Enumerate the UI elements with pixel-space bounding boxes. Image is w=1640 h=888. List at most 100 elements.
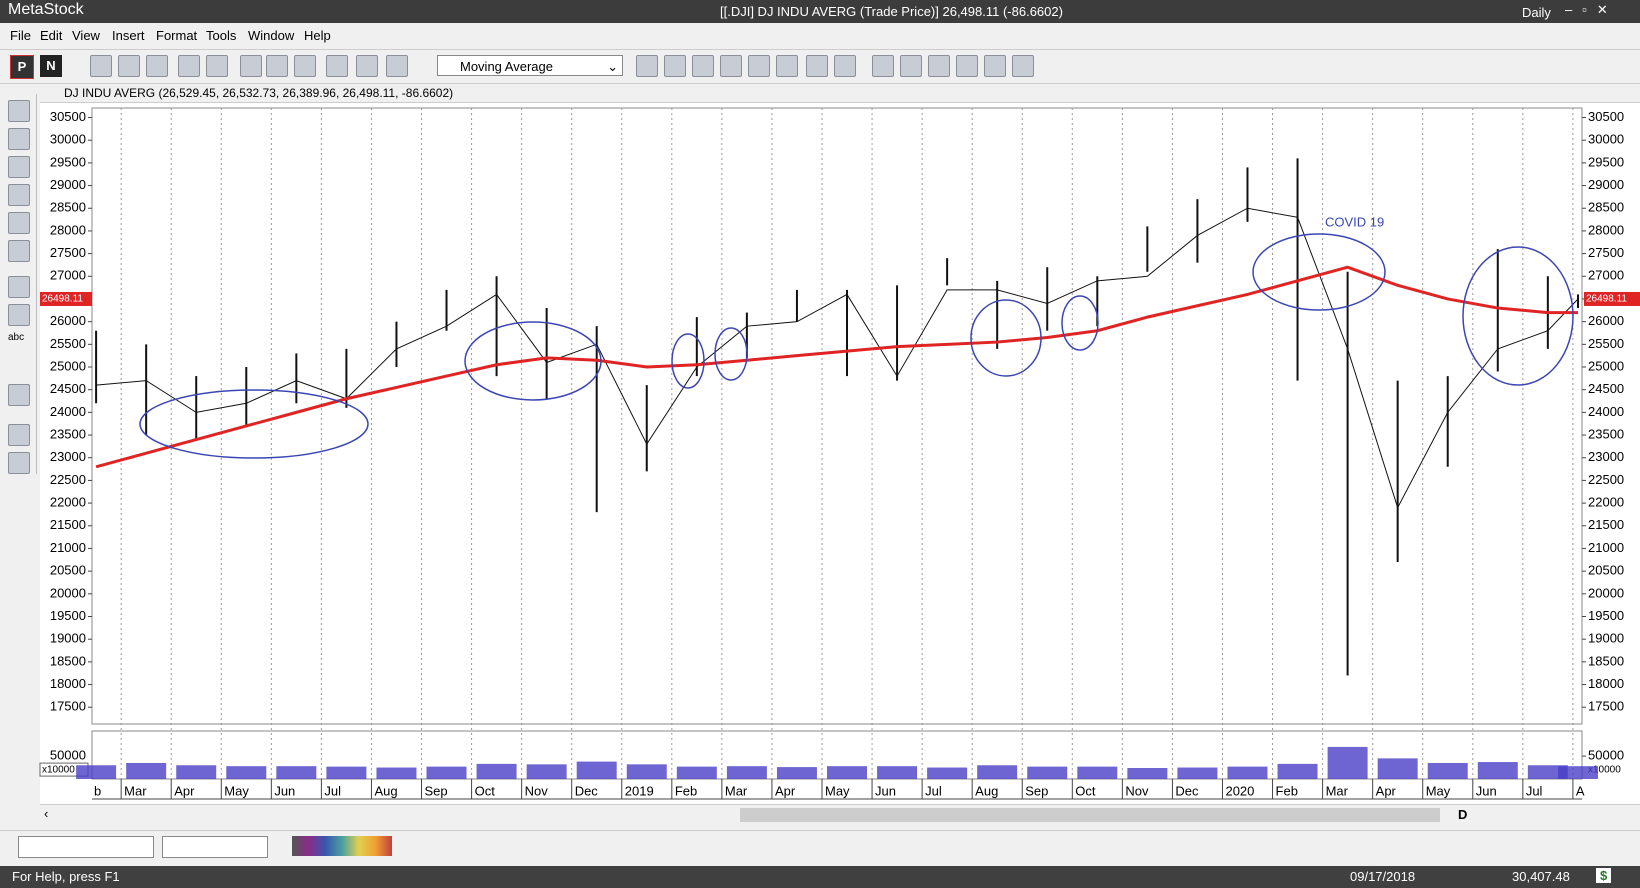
menu-item[interactable]: File (10, 28, 31, 43)
toolbar-icon[interactable] (146, 55, 168, 77)
tool-icon[interactable] (8, 240, 30, 262)
window-title: [[.DJI] DJ INDU AVERG (Trade Price)] 26,… (720, 4, 1063, 19)
toolbar-icon[interactable] (386, 55, 408, 77)
menu-item[interactable]: Insert (112, 28, 145, 43)
y-tick-label: 21000 (50, 540, 86, 555)
x-tick-label: Dec (1175, 783, 1199, 798)
tool-icon[interactable] (8, 100, 30, 122)
line-style-dropdown[interactable] (18, 836, 154, 858)
toolbar-icon[interactable] (776, 55, 798, 77)
y-tick-label: 22000 (1588, 495, 1624, 510)
y-tick-label: 18500 (50, 653, 86, 668)
scroll-thumb[interactable] (740, 808, 1440, 822)
x-tick-label: Nov (1125, 783, 1149, 798)
toolbar-icon[interactable] (928, 55, 950, 77)
chart-title: DJ INDU AVERG (26,529.45, 26,532.73, 26,… (64, 86, 454, 100)
volume-bar (426, 766, 467, 779)
button-n[interactable]: N (40, 55, 62, 77)
toolbar-icon[interactable] (206, 55, 228, 77)
tool-icon[interactable] (8, 384, 30, 406)
y-tick-label: 25000 (1588, 358, 1624, 373)
menu-item[interactable]: Format (156, 28, 198, 43)
y-tick-label: 22500 (1588, 472, 1624, 487)
x-tick-label: Sep (1025, 783, 1048, 798)
menu-item[interactable]: Window (248, 28, 295, 43)
x-tick-label: Aug (975, 783, 998, 798)
menu-item[interactable]: Tools (206, 28, 237, 43)
toolbar-icon[interactable] (720, 55, 742, 77)
toolbar-icon[interactable] (240, 55, 262, 77)
toolbar-icon[interactable] (664, 55, 686, 77)
tool-icon[interactable] (8, 452, 30, 474)
y-tick-label: 29500 (50, 154, 86, 169)
button-p[interactable]: P (10, 55, 34, 79)
y-tick-label: 19000 (1588, 631, 1624, 646)
tool-icon[interactable] (8, 128, 30, 150)
tool-icon[interactable] (8, 304, 30, 326)
menu-item[interactable]: Help (304, 28, 331, 43)
toolbar-icon[interactable] (748, 55, 770, 77)
annotation-ellipse (139, 389, 369, 459)
toolbar-icon[interactable] (834, 55, 856, 77)
x-tick-label: b (94, 783, 101, 798)
text-tool[interactable]: abc (8, 332, 25, 343)
toolbar-icon[interactable] (118, 55, 140, 77)
x-tick-label: A (1576, 783, 1585, 798)
toolbar-icon[interactable] (1012, 55, 1034, 77)
title-bar: MetaStock [[.DJI] DJ INDU AVERG (Trade P… (0, 0, 1640, 23)
tool-icon[interactable] (8, 212, 30, 234)
y-tick-label: 27000 (1588, 268, 1624, 283)
period-button[interactable]: D (1458, 807, 1468, 822)
indicator-dropdown[interactable]: Moving Average ⌄ (437, 55, 623, 76)
menu-item[interactable]: Edit (40, 28, 63, 43)
last-price-box (40, 291, 92, 306)
menu-item[interactable]: View (72, 28, 100, 43)
tool-icon[interactable] (8, 276, 30, 298)
status-value: 30,407.48 (1512, 869, 1570, 884)
volume-bar (1177, 767, 1218, 779)
x-tick-label: May (224, 783, 249, 798)
window-controls[interactable]: –▫✕ (1565, 2, 1618, 17)
toolbar-icon[interactable] (956, 55, 978, 77)
toolbar-icon[interactable] (636, 55, 658, 77)
indicator-name: Moving Average (460, 59, 553, 74)
volume-bar (726, 766, 767, 779)
x-tick-label: Jun (274, 783, 295, 798)
toolbar-icon[interactable] (178, 55, 200, 77)
toolbar-icon[interactable] (356, 55, 378, 77)
toolbar-icon[interactable] (806, 55, 828, 77)
toolbar-icon[interactable] (900, 55, 922, 77)
toolbar-icon[interactable] (984, 55, 1006, 77)
y-tick-label: 27000 (50, 268, 86, 283)
x-tick-label: Dec (575, 783, 599, 798)
color-palette[interactable] (292, 836, 392, 856)
status-help: For Help, press F1 (12, 869, 120, 884)
tool-icon[interactable] (8, 424, 30, 446)
toolbar-icon[interactable] (692, 55, 714, 77)
y-tick-label: 30000 (50, 132, 86, 147)
left-toolbar: abc (2, 94, 37, 474)
periodicity[interactable]: Daily (1522, 5, 1551, 20)
toolbar-icon[interactable] (266, 55, 288, 77)
annotation-ellipse (714, 327, 748, 381)
last-price-label: 26498.11 (1586, 294, 1627, 305)
toolbar-icon[interactable] (326, 55, 348, 77)
scroll-bar[interactable]: ‹ D (40, 804, 1640, 825)
line-width-dropdown[interactable] (162, 836, 268, 858)
tool-icon[interactable] (8, 184, 30, 206)
y-tick-label: 25000 (50, 358, 86, 373)
toolbar-icon[interactable] (872, 55, 894, 77)
annotation-ellipse (464, 321, 602, 401)
currency-icon[interactable]: $ (1596, 868, 1612, 883)
toolbar-icon[interactable] (90, 55, 112, 77)
y-tick-label: 23000 (50, 449, 86, 464)
volume-bar (576, 761, 617, 779)
price-pane (91, 107, 1583, 725)
x-tick-label: Aug (374, 783, 397, 798)
volume-bar (1477, 762, 1518, 779)
volume-unit: x10000 (1588, 765, 1621, 776)
toolbar-icon[interactable] (294, 55, 316, 77)
tool-icon[interactable] (8, 156, 30, 178)
moving-average-line (95, 265, 1578, 469)
menu-bar: File Edit View Insert Format Tools Window Help (0, 25, 1640, 47)
